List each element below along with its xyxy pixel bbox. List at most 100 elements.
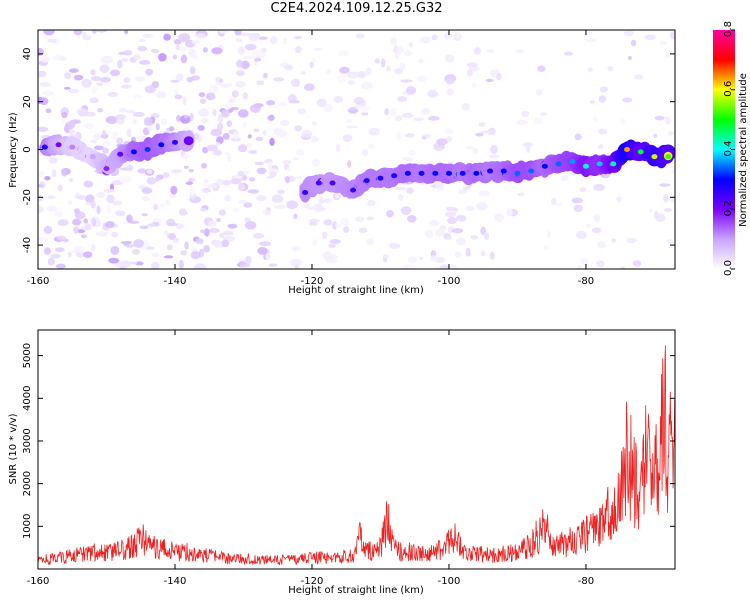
spectrogram-noise-blob <box>611 238 616 243</box>
colorbar-ticks: 0.0 0.2 0.4 0.6 0.8 <box>723 21 735 276</box>
spectrogram-noise-blob <box>444 211 457 218</box>
spectrogram-noise-blob <box>248 32 259 42</box>
spectrogram-noise-blob <box>222 132 230 140</box>
spectrogram-noise-blob <box>403 50 413 56</box>
ridge-point <box>418 170 425 176</box>
spectrogram-noise-blob <box>616 196 622 203</box>
spectrogram-noise-blob <box>355 33 365 39</box>
spectrogram-noise-blob <box>361 148 369 156</box>
spectrogram-noise-blob <box>282 37 288 45</box>
spectrogram-noise-blob <box>394 186 407 191</box>
spectrogram-noise-blob <box>596 241 606 248</box>
spectrogram-noise-blob <box>61 118 66 125</box>
spectrogram-noise-blob <box>272 77 285 82</box>
spectrogram-noise-blob <box>405 86 417 95</box>
spectrogram-noise-blob <box>400 206 412 215</box>
spectrogram-noise-blob <box>230 178 242 185</box>
spectrogram-noise-blob <box>84 202 93 206</box>
spectrogram-noise-blob <box>237 109 249 118</box>
spectrogram-noise-blob <box>468 67 480 71</box>
spectrogram-noise-blob <box>269 137 275 146</box>
spectrogram-noise-blob <box>68 178 74 183</box>
spectrogram-noise-blob <box>242 121 247 128</box>
spectrogram-noise-blob <box>215 141 221 147</box>
ridge-point <box>624 147 631 152</box>
spectrogram-noise-blob <box>83 218 89 224</box>
spectrogram-noise-blob <box>274 204 286 210</box>
spectrogram-noise-blob <box>521 110 530 117</box>
spectrogram-noise-blob <box>393 44 399 54</box>
spectrogram-noise-blob <box>335 143 341 153</box>
spectrogram-noise-blob <box>64 72 72 80</box>
spectrogram-noise-blob <box>203 228 210 237</box>
spectrogram-noise-blob <box>667 197 675 203</box>
spectrogram-noise-blob <box>218 30 229 34</box>
spectrogram-noise-blob <box>143 117 153 126</box>
spectrogram-noise-blob <box>418 58 424 64</box>
spectrogram-noise-blob <box>365 67 372 76</box>
spectrogram-noise-blob <box>100 55 113 64</box>
spectrogram-noise-blob <box>347 71 360 79</box>
spectrogram-noise-blob <box>96 82 104 86</box>
spectrogram-noise-blob <box>383 254 390 259</box>
spectrogram-noise-blob <box>267 161 274 166</box>
spectrogram-noise-blob <box>225 103 232 108</box>
spectrogram-noise-blob <box>117 59 123 69</box>
spectrogram-marks <box>38 30 675 269</box>
spectrogram-noise-blob <box>346 119 353 124</box>
spectrogram-noise-blob <box>141 196 151 202</box>
spectrogram-noise-blob <box>591 227 602 234</box>
spectrogram-noise-blob <box>222 230 234 236</box>
spectrogram-noise-blob <box>357 71 366 79</box>
spectrogram-noise-blob <box>623 30 634 37</box>
spectrogram-xtick-label: -120 <box>301 276 324 287</box>
ridge-point <box>41 144 48 150</box>
spectrogram-noise-blob <box>235 59 243 68</box>
spectrogram-noise-blob <box>277 102 288 107</box>
spectrogram-noise-blob <box>178 259 184 269</box>
colorbar-tick-label: 0.8 <box>723 21 734 37</box>
snr-ylabel: SNR (10 * v/v) <box>8 413 19 484</box>
spectrogram-noise-blob <box>194 263 206 269</box>
spectrogram-noise-blob <box>421 108 431 115</box>
spectrogram-noise-blob <box>244 43 257 51</box>
spectrogram-noise-blob <box>275 129 288 137</box>
spectrogram-ylabel: Frequency (Hz) <box>8 112 19 188</box>
spectrogram-noise-blob <box>284 65 294 71</box>
spectrogram-noise-blob <box>277 189 285 195</box>
spectrogram-noise-blob <box>126 214 133 223</box>
spectrogram-ytick-label: -40 <box>22 237 33 253</box>
spectrogram-noise-blob <box>271 194 284 203</box>
spectrogram-noise-blob <box>665 53 670 59</box>
spectrogram-noise-blob <box>230 137 241 142</box>
spectrogram-noise-blob <box>160 118 168 126</box>
spectrogram-noise-blob <box>123 49 133 56</box>
spectrogram-noise-blob <box>296 108 307 115</box>
ridge-point <box>487 168 494 174</box>
spectrogram-noise-blob <box>121 84 132 89</box>
ridge-point <box>473 170 480 176</box>
spectrogram-noise-blob <box>44 175 51 181</box>
spectrogram-noise-blob <box>166 244 173 251</box>
spectrogram-noise-blob <box>232 207 240 213</box>
spectrogram-noise-blob <box>340 217 349 227</box>
spectrogram-noise-blob <box>397 96 408 103</box>
spectrogram-noise-blob <box>197 124 205 131</box>
spectrogram-noise-blob <box>125 244 134 248</box>
ridge-point <box>555 161 562 167</box>
spectrogram-noise-blob <box>233 175 243 179</box>
spectrogram-noise-blob <box>593 213 601 223</box>
spectrogram-noise-blob <box>560 175 569 182</box>
spectrogram-noise-blob <box>451 228 464 234</box>
spectrogram-xtick-label: -100 <box>438 276 461 287</box>
ridge-point <box>432 170 439 176</box>
spectrogram-noise-blob <box>607 65 614 72</box>
spectrogram-noise-blob <box>522 142 534 147</box>
spectrogram-noise-blob <box>249 104 261 113</box>
spectrogram-noise-blob <box>39 97 49 106</box>
spectrogram-noise-blob <box>666 238 673 243</box>
spectrogram-noise-blob <box>380 58 386 68</box>
spectrogram-noise-blob <box>43 247 52 255</box>
spectrogram-noise-blob <box>307 206 315 211</box>
spectrogram-noise-blob <box>589 100 596 104</box>
